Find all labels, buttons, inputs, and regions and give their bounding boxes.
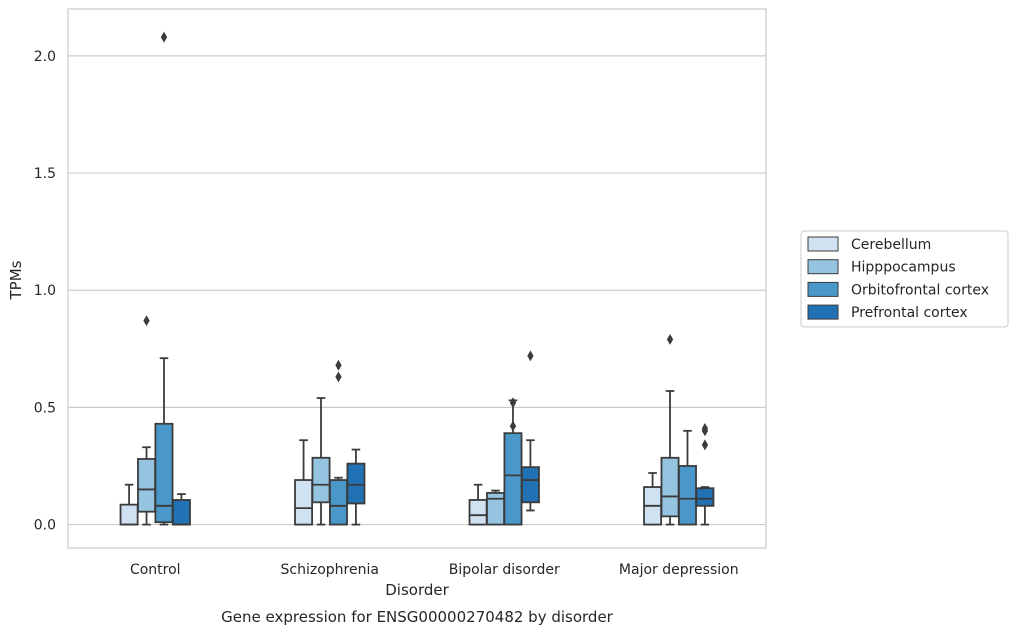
box-body [171,499,191,526]
legend-swatch [807,281,839,297]
y-tick-label: 0.5 [34,400,56,416]
box-body [660,456,680,518]
box-3-1 [154,31,174,526]
box-2-3 [486,489,505,526]
outlier-point [160,31,168,43]
box-4-3 [520,350,540,512]
y-tick-label: 1.0 [34,283,56,299]
box-body [137,458,156,513]
legend: Cerebellum Hipppocampus Orbitofrontal cort… [800,230,1009,328]
y-tick-label: 0.0 [34,518,56,534]
y-tick-label: 1.5 [34,166,56,182]
box-body [503,432,523,526]
outlier-point [701,423,709,434]
x-tick-labels: Control Schizophrenia Bipolar disorder Majo… [130,562,739,578]
outlier-point [509,420,517,432]
x-axis-label: Disorder [385,581,449,599]
box-body [294,479,314,526]
box-body [119,503,139,526]
outlier-point [527,350,534,362]
legend-label: Orbitofrontal cortex [851,282,989,298]
box-4-4 [695,423,715,526]
x-tick-label: Bipolar disorder [449,562,560,578]
x-tick-label: Control [130,562,181,578]
box-body [520,466,540,504]
legend-swatch [807,304,839,320]
legend-swatch [807,259,839,275]
box-1-1 [119,483,139,526]
legend-label: Hipppocampus [851,260,956,276]
box-4-1 [171,493,191,526]
box-4-2 [346,448,366,526]
x-tick-label: Major depression [619,562,739,578]
outlier-point [335,359,342,371]
box-body [346,462,366,505]
legend-label: Cerebellum [851,237,931,253]
x-tick-label: Schizophrenia [281,562,379,578]
box-2-2 [311,397,331,526]
figure-caption: Gene expression for ENSG00000270482 by d… [221,608,614,626]
y-tick-label: 2.0 [34,49,56,65]
box-marks [119,31,715,526]
y-tick-labels: 0.0 0.5 1.0 1.5 2.0 [34,49,56,534]
box-2-4 [660,333,680,526]
box-body [695,487,715,507]
outlier-point [143,315,150,327]
legend-frame [800,230,1009,328]
box-body [311,456,331,504]
outlier-point [509,397,517,409]
box-body [329,479,348,526]
box-body [154,422,174,524]
outlier-point [701,439,709,451]
plot-frame [67,8,767,549]
box-1-4 [643,472,663,526]
plot-area [68,9,766,548]
box-body [468,499,488,526]
legend-label: Prefrontal cortex [851,305,968,321]
box-1-3 [468,483,488,526]
legend-swatch [807,236,839,252]
box-body [678,465,697,526]
box-body [486,492,505,526]
outlier-point [666,333,674,345]
y-axis-label: TPMs [7,260,25,300]
outlier-point [335,371,342,383]
